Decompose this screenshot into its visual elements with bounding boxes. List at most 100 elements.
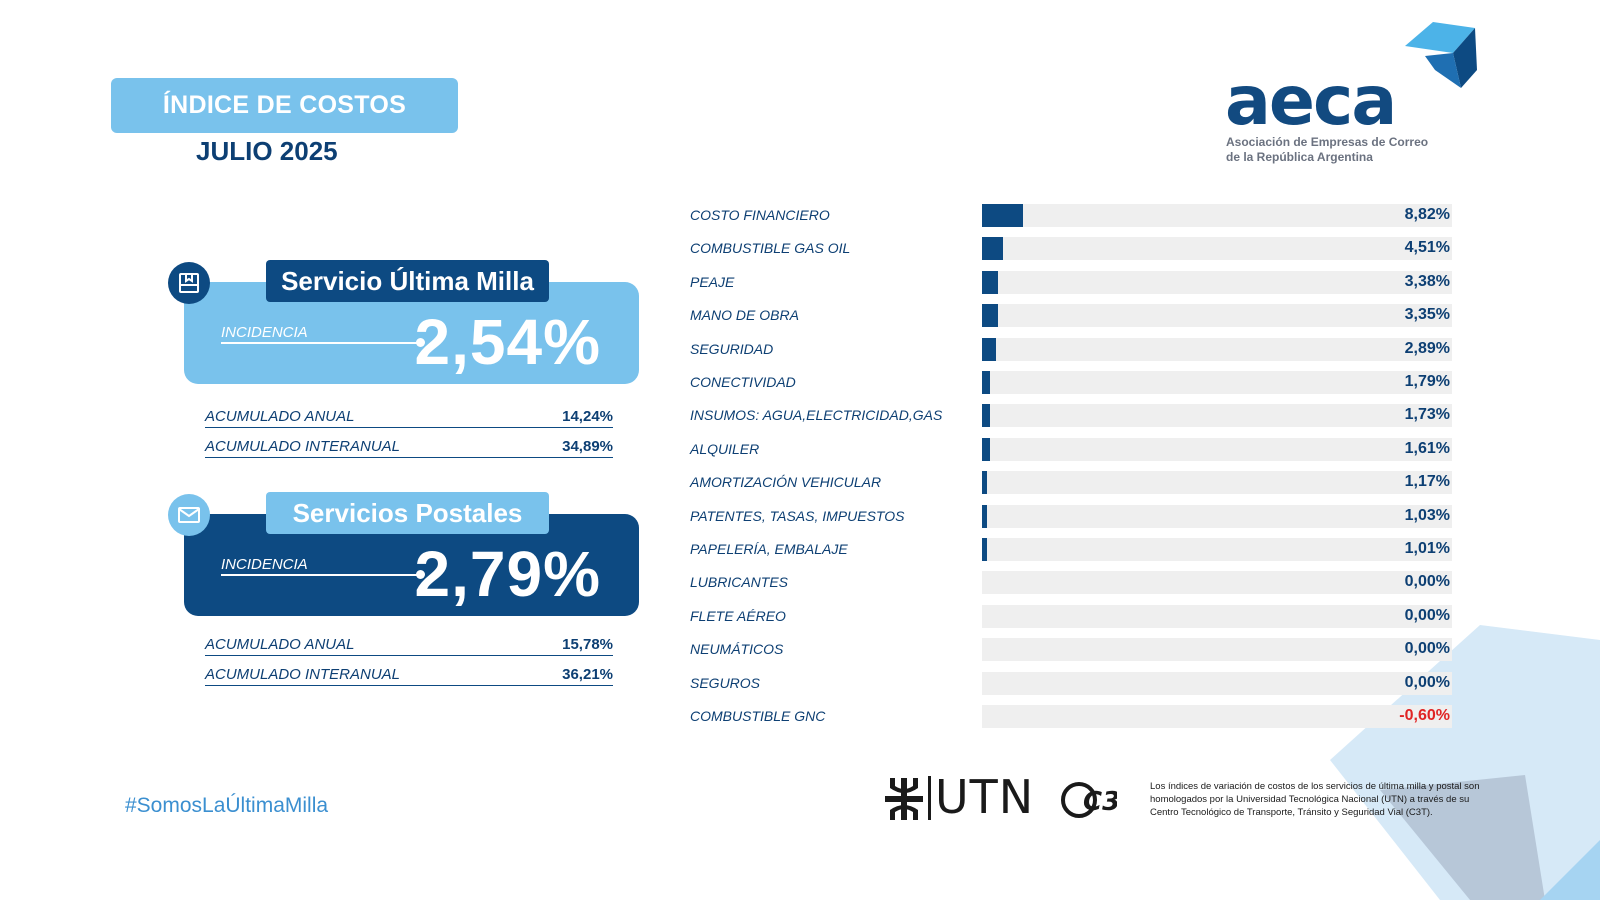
category-label: PAPELERÍA, EMBALAJE — [690, 541, 848, 557]
category-label: PATENTES, TASAS, IMPUESTOS — [690, 507, 905, 524]
accumulated-label: ACUMULADO INTERANUAL — [205, 666, 401, 683]
period-label: JULIO 2025 — [196, 136, 338, 166]
bar — [982, 437, 990, 461]
bar-track — [982, 504, 1452, 528]
category-label: SEGUROS — [690, 674, 761, 691]
hashtag: #SomosLaÚltimaMilla — [125, 794, 329, 817]
utn-emblem-icon — [885, 778, 923, 820]
accumulated-interannual-row: ACUMULADO INTERANUAL 34,89% — [205, 428, 613, 458]
value-label: 0,00% — [1404, 573, 1450, 591]
value-label: 1,01% — [1404, 540, 1450, 557]
incidence-label: INCIDENCIA — [221, 324, 308, 341]
value-label: 1,61% — [1404, 439, 1450, 457]
value-label: 4,51% — [1404, 239, 1450, 257]
bar-track — [982, 371, 1452, 394]
value-label: 1,79% — [1404, 373, 1450, 390]
incidence-line — [221, 342, 421, 344]
value-label: 8,82% — [1404, 206, 1450, 223]
category-label: MANO DE OBRA — [690, 307, 799, 324]
value-label: 0,00% — [1404, 673, 1450, 691]
incidence-line — [221, 574, 421, 576]
bar — [982, 504, 987, 528]
logo-tagline-2: de la República Argentina — [1226, 150, 1373, 164]
category-label: INSUMOS: AGUA,ELECTRICIDAD,GAS — [690, 407, 943, 424]
accumulated-label: ACUMULADO INTERANUAL — [205, 438, 401, 455]
incidence-dot — [416, 570, 425, 579]
value-label: 3,38% — [1404, 272, 1450, 290]
service-postales: INCIDENCIA 2,79% Servicios Postales ACUM… — [168, 492, 643, 692]
bar — [982, 538, 987, 561]
accumulated-annual-row: ACUMULADO ANUAL 14,24% — [205, 398, 613, 428]
accumulated-value: 14,24% — [562, 408, 613, 425]
value-label: -0,60% — [1399, 707, 1450, 724]
bar-track — [982, 237, 1452, 261]
page-title: ÍNDICE DE COSTOS — [111, 78, 458, 133]
bar-track — [982, 471, 1452, 495]
bar — [982, 204, 1024, 227]
c3t-text: C3T — [1083, 787, 1117, 817]
bar — [982, 304, 998, 328]
c3t-logo: C3T — [1061, 782, 1117, 818]
incidence-dot — [416, 338, 425, 347]
bar — [982, 237, 1004, 261]
bar-track — [982, 705, 1452, 728]
bar — [982, 471, 988, 495]
service-title: Servicio Última Milla — [266, 260, 549, 302]
accumulated-label: ACUMULADO ANUAL — [205, 636, 355, 653]
logo-tagline-1: Asociación de Empresas de Correo — [1226, 135, 1429, 149]
incidence-value: 2,79% — [414, 538, 601, 610]
utn-wordmark: UTN — [935, 770, 1035, 824]
category-label: ALQUILER — [690, 440, 760, 457]
bar-track — [982, 304, 1452, 328]
value-label: 0,00% — [1404, 606, 1450, 624]
category-label: COMBUSTIBLE GNC — [690, 708, 826, 724]
value-label: 2,89% — [1404, 339, 1450, 357]
accumulated-interannual-row: ACUMULADO INTERANUAL 36,21% — [205, 656, 613, 686]
bar-track — [982, 671, 1452, 695]
value-label: 3,35% — [1404, 306, 1450, 324]
service-ultima-milla: INCIDENCIA 2,54% Servicio Última Milla A… — [168, 260, 643, 460]
category-label: NEUMÁTICOS — [690, 641, 784, 658]
value-label: 0,00% — [1404, 640, 1450, 658]
category-label: PEAJE — [690, 273, 735, 290]
category-label: COMBUSTIBLE GAS OIL — [690, 240, 851, 257]
bar-track — [982, 437, 1452, 461]
incidence-card: INCIDENCIA 2,79% — [184, 514, 639, 616]
category-label: LUBRICANTES — [690, 574, 789, 591]
bar — [982, 404, 991, 428]
bar-track — [982, 538, 1452, 561]
bar-track — [982, 604, 1452, 628]
envelope-icon — [168, 494, 210, 536]
bar-track — [982, 270, 1452, 294]
category-label: SEGURIDAD — [690, 340, 774, 357]
bar-track — [982, 337, 1452, 361]
bar — [982, 371, 991, 394]
bar — [982, 270, 998, 294]
incidence-value: 2,54% — [414, 306, 601, 378]
accumulated-value: 36,21% — [562, 666, 613, 683]
bar — [982, 337, 996, 361]
box-icon — [168, 262, 210, 304]
accumulated-value: 15,78% — [562, 636, 613, 653]
accumulated-label: ACUMULADO ANUAL — [205, 408, 355, 425]
aeca-logo-mark — [1405, 22, 1477, 88]
value-label: 1,03% — [1404, 506, 1450, 524]
cost-incidence-chart: COSTO FINANCIERO 8,82% COMBUSTIBLE GAS OIL… — [690, 200, 1452, 740]
incidence-label: INCIDENCIA — [221, 556, 308, 573]
logo-wordmark: aeca — [1225, 62, 1397, 141]
footnote: Los índices de variación de costos de lo… — [1150, 781, 1480, 818]
accumulated-value: 34,89% — [562, 438, 613, 455]
bar-track — [982, 638, 1452, 662]
service-title: Servicios Postales — [266, 492, 549, 534]
bar-track — [982, 571, 1452, 595]
category-label: COSTO FINANCIERO — [690, 207, 830, 223]
aeca-logo: aeca Asociación de Empresas de Correo de… — [1220, 18, 1480, 168]
category-label: FLETE AÉREO — [690, 607, 786, 624]
category-label: CONECTIVIDAD — [690, 374, 796, 390]
category-label: AMORTIZACIÓN VEHICULAR — [690, 474, 882, 491]
utn-divider — [928, 776, 931, 820]
accumulated-annual-row: ACUMULADO ANUAL 15,78% — [205, 626, 613, 656]
value-label: 1,73% — [1404, 406, 1450, 424]
value-label: 1,17% — [1404, 473, 1450, 491]
